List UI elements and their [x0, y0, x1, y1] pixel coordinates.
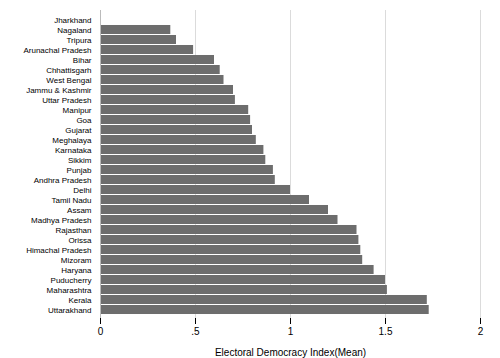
svg-text:Andhra Pradesh: Andhra Pradesh	[34, 176, 92, 185]
svg-text:Manipur: Manipur	[63, 106, 92, 115]
svg-text:Himachal Pradesh: Himachal Pradesh	[26, 246, 91, 255]
svg-text:Kerala: Kerala	[68, 296, 92, 305]
svg-text:Tripura: Tripura	[66, 36, 92, 45]
svg-text:1.5: 1.5	[379, 326, 393, 337]
svg-text:0: 0	[98, 326, 104, 337]
svg-text:Delhi: Delhi	[73, 186, 91, 195]
svg-text:Rajasthan: Rajasthan	[55, 226, 91, 235]
svg-text:2: 2	[478, 326, 484, 337]
svg-text:Uttarakhand: Uttarakhand	[48, 306, 92, 315]
svg-text:Karnataka: Karnataka	[55, 146, 92, 155]
svg-text:Jammu & Kashmir: Jammu & Kashmir	[26, 86, 92, 95]
svg-text:Jharkhand: Jharkhand	[54, 16, 91, 25]
svg-text:Haryana: Haryana	[61, 266, 92, 275]
svg-text:Uttar Pradesh: Uttar Pradesh	[42, 96, 91, 105]
svg-text:Gujarat: Gujarat	[65, 126, 92, 135]
svg-text:Madhya Pradesh: Madhya Pradesh	[31, 216, 91, 225]
svg-text:West Bengal: West Bengal	[46, 76, 91, 85]
svg-text:Sikkim: Sikkim	[68, 156, 92, 165]
svg-text:Assam: Assam	[67, 206, 92, 215]
svg-text:Electoral Democracy Index(Mean: Electoral Democracy Index(Mean)	[215, 347, 366, 358]
svg-text:1: 1	[288, 326, 294, 337]
svg-text:Arunachal Pradesh: Arunachal Pradesh	[23, 46, 91, 55]
svg-text:Goa: Goa	[76, 116, 92, 125]
svg-text:Mizoram: Mizoram	[61, 256, 92, 265]
svg-text:Tamil Nadu: Tamil Nadu	[51, 196, 91, 205]
svg-text:Punjab: Punjab	[67, 166, 92, 175]
svg-text:Bihar: Bihar	[73, 56, 92, 65]
svg-text:Maharashtra: Maharashtra	[47, 286, 92, 295]
svg-text:.5: .5	[191, 326, 200, 337]
svg-text:Nagaland: Nagaland	[57, 26, 91, 35]
svg-text:Meghalaya: Meghalaya	[52, 136, 92, 145]
svg-text:Chhattisgarh: Chhattisgarh	[46, 66, 91, 75]
svg-text:Orissa: Orissa	[68, 236, 92, 245]
svg-text:Puducherry: Puducherry	[51, 276, 92, 285]
